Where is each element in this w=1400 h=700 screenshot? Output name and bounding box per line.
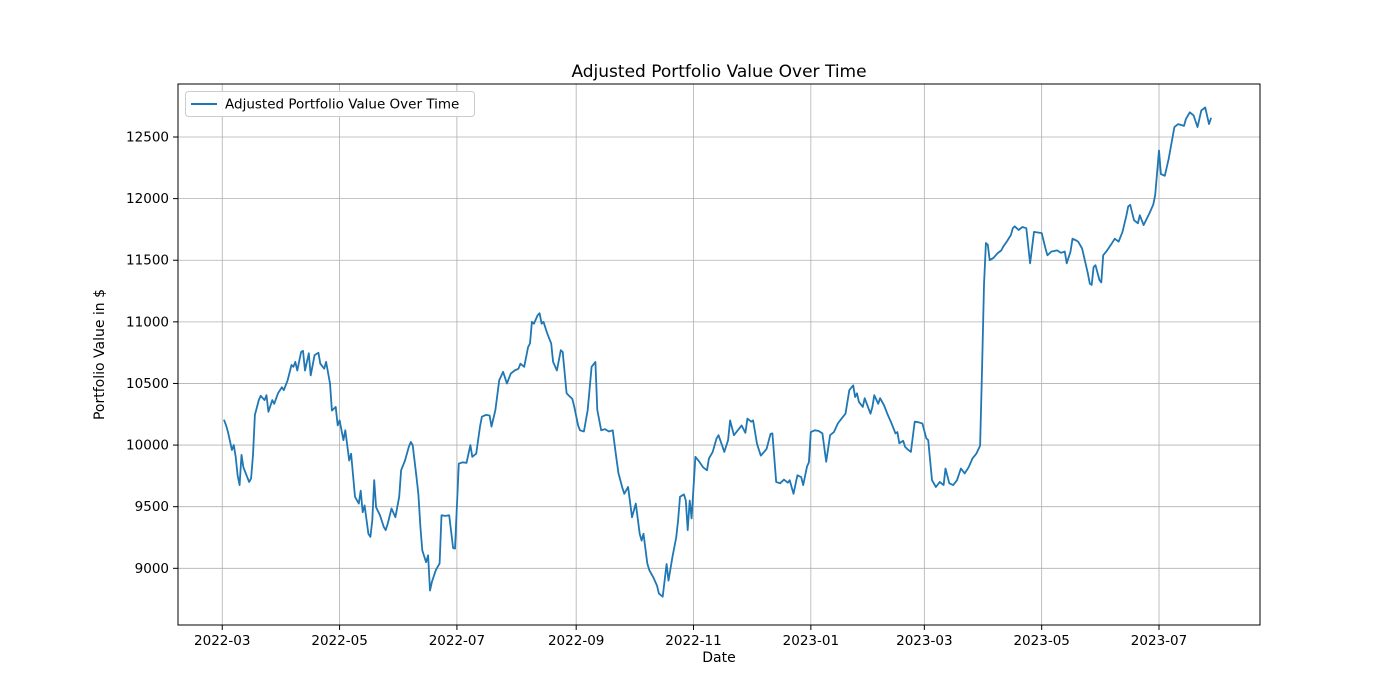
x-tick-label: 2023-07 (1131, 633, 1187, 649)
grid-lines (178, 84, 1260, 625)
portfolio-value-line (223, 106, 1212, 598)
legend-label: Adjusted Portfolio Value Over Time (225, 97, 459, 113)
legend: Adjusted Portfolio Value Over Time (185, 91, 475, 117)
x-tick-label: 2022-07 (429, 633, 485, 649)
plot-border (177, 83, 1261, 626)
x-tick-label: 2023-03 (896, 633, 952, 649)
y-tick-label: 11500 (126, 253, 169, 269)
x-axis-label: Date (702, 650, 735, 666)
y-tick-label: 12000 (126, 191, 169, 207)
x-tick-label: 2022-05 (311, 633, 367, 649)
y-tick-label: 9000 (135, 561, 169, 577)
y-axis-label: Portfolio Value in $ (92, 289, 108, 420)
y-tick-label: 12500 (126, 129, 169, 145)
x-tick-label: 2022-03 (194, 633, 250, 649)
y-tick-label: 9500 (135, 499, 169, 515)
y-tick-label: 10500 (126, 376, 169, 392)
chart-title: Adjusted Portfolio Value Over Time (571, 62, 866, 82)
axis-ticks: 2022-03 2022-05 2022-07 2022-09 2022-11 2023-… (126, 129, 1187, 649)
x-tick-label: 2023-01 (783, 633, 839, 649)
y-tick-label: 10000 (126, 438, 169, 454)
x-tick-label: 2022-11 (665, 633, 721, 649)
legend-box (185, 91, 475, 117)
data-series (223, 106, 1212, 598)
x-tick-label: 2022-09 (548, 633, 604, 649)
x-tick-label: 2023-05 (1013, 633, 1069, 649)
y-tick-label: 11000 (126, 314, 169, 330)
